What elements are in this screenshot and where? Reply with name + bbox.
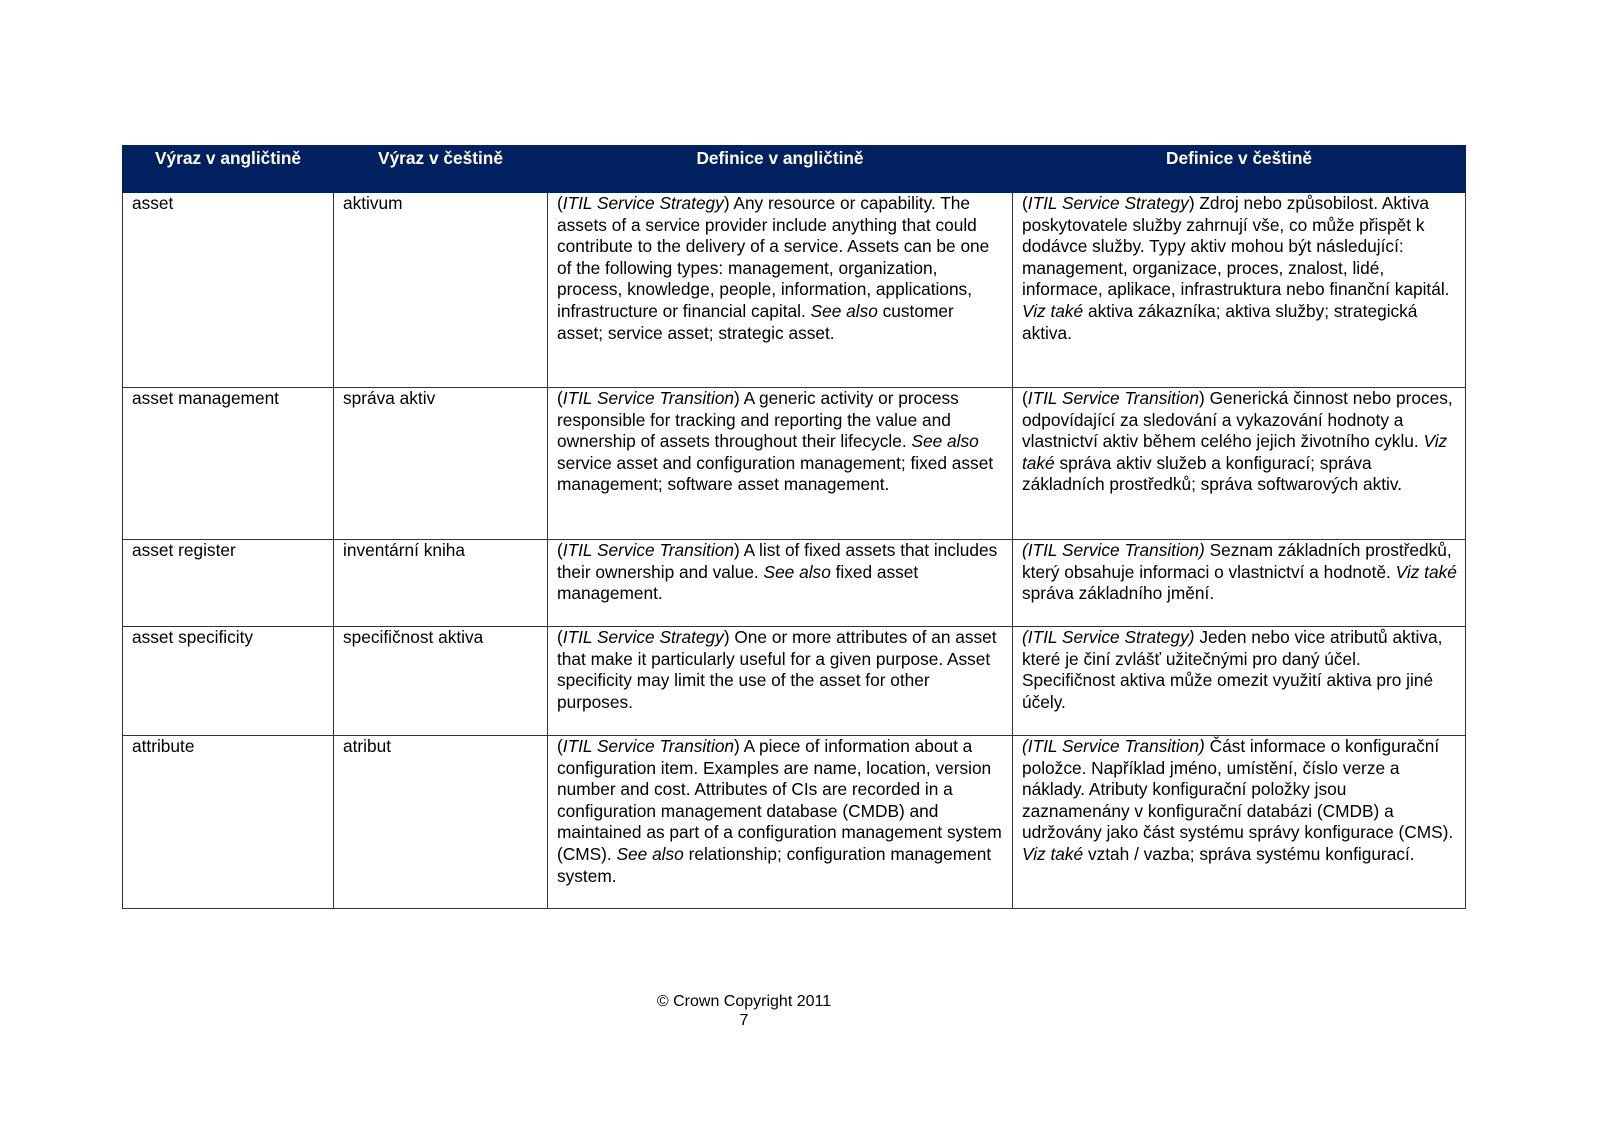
term-en: attribute (122, 735, 334, 909)
term-cz: inventární kniha (333, 539, 548, 627)
italic-segment: (ITIL Service Transition) (1022, 540, 1205, 560)
text-segment: ) A piece of information about a configu… (557, 736, 1002, 864)
italic-segment: ITIL Service Transition (1027, 388, 1200, 408)
italic-segment: See also (911, 431, 979, 452)
italic-segment: ITIL Service Transition (562, 388, 735, 408)
italic-segment: See also (810, 300, 878, 321)
italic-segment: Viz také (1022, 300, 1084, 321)
text-segment: ) A generic activity or process responsi… (557, 388, 959, 452)
text-segment: ( (557, 627, 563, 647)
table-row: asset aktivum (ITIL Service Strategy) Any … (122, 192, 1466, 388)
italic-segment: See also (763, 561, 831, 582)
table-row: asset specificity specifičnost aktiva (ITI… (122, 626, 1466, 736)
text-segment: ) A list of fixed assets that includes t… (557, 540, 998, 582)
text-segment: fixed asset management. (557, 561, 919, 604)
italic-segment: ITIL Service Strategy (562, 627, 724, 647)
definition-en: (ITIL Service Transition) A generic acti… (547, 387, 1013, 540)
definition-en: (ITIL Service Strategy) Any resource or … (547, 192, 1013, 388)
term-cz: specifičnost aktiva (333, 626, 548, 736)
italic-segment: ITIL Service Transition (562, 736, 735, 756)
copyright-notice: © Crown Copyright 2011 (656, 993, 832, 1010)
page-number: 7 (739, 1012, 749, 1029)
text-segment: service asset and configuration manageme… (557, 452, 994, 495)
definition-en: (ITIL Service Transition) A list of fixe… (547, 539, 1013, 627)
text-segment: ( (557, 736, 563, 756)
term-cz: atribut (333, 735, 548, 909)
term-cz: správa aktiv (333, 387, 548, 540)
text-segment: customer asset; service asset; strategic… (557, 300, 954, 343)
definition-cz: (ITIL Service Transition) Seznam základn… (1012, 539, 1466, 627)
text-segment: aktiva zákazníka; aktiva služby; strateg… (1022, 300, 1418, 343)
text-segment: ( (1022, 388, 1028, 408)
text-segment: ) One or more attributes of an asset tha… (557, 627, 997, 712)
table-row: asset register inventární kniha (ITIL Serv… (122, 539, 1466, 627)
italic-segment: Viz také (1022, 843, 1084, 864)
glossary-table: Výraz v angličtině Výraz v češtině Defin… (122, 145, 1466, 909)
text-segment: Část informace o konfigurační položce. N… (1022, 736, 1454, 843)
definition-cz: (ITIL Service Strategy) Jeden nebo vice … (1012, 626, 1466, 736)
header-definition-cz: Definice v češtině (1012, 145, 1466, 193)
text-segment: Seznam základních prostředků, který obsa… (1022, 540, 1452, 582)
italic-segment: (ITIL Service Strategy) (1022, 627, 1195, 647)
definition-cz: (ITIL Service Strategy) Zdroj nebo způso… (1012, 192, 1466, 388)
italic-segment: ITIL Service Strategy (1027, 193, 1189, 213)
text-segment: ) Any resource or capability. The assets… (557, 193, 990, 321)
italic-segment: Viz také (1022, 431, 1448, 473)
text-segment: správa základního jmění. (1022, 583, 1215, 604)
table-row: attribute atribut (ITIL Service Transition… (122, 735, 1466, 909)
italic-segment: Viz také (1395, 561, 1457, 582)
definition-en: (ITIL Service Strategy) One or more attr… (547, 626, 1013, 736)
definition-cz: (ITIL Service Transition) Část informace… (1012, 735, 1466, 909)
term-en: asset (122, 192, 334, 388)
header-term-cz: Výraz v češtině (333, 145, 548, 193)
text-segment: ( (1022, 193, 1028, 213)
text-segment: ( (557, 388, 563, 408)
italic-segment: ITIL Service Strategy (562, 193, 724, 213)
text-segment: ( (557, 193, 563, 213)
term-cz: aktivum (333, 192, 548, 388)
text-segment: ( (557, 540, 563, 560)
header-term-en: Výraz v angličtině (122, 145, 334, 193)
header-definition-en: Definice v angličtině (547, 145, 1013, 193)
text-segment: správa aktiv služeb a konfigurací; správ… (1022, 452, 1403, 495)
definition-en: (ITIL Service Transition) A piece of inf… (547, 735, 1013, 909)
table-row: asset management správa aktiv (ITIL Servic… (122, 387, 1466, 540)
text-segment: relationship; configuration management s… (557, 843, 992, 886)
term-en: asset management (122, 387, 334, 540)
italic-segment: See also (616, 843, 684, 864)
page-footer: © Crown Copyright 2011 7 (0, 992, 1488, 1030)
text-segment: ) Generická činnost nebo proces, odpovíd… (1022, 388, 1453, 452)
table-header-row: Výraz v angličtině Výraz v češtině Defin… (122, 145, 1466, 193)
text-segment: vztah / vazba; správa systému konfigurac… (1083, 843, 1415, 864)
term-en: asset register (122, 539, 334, 627)
definition-cz: (ITIL Service Transition) Generická činn… (1012, 387, 1466, 540)
text-segment: ) Zdroj nebo způsobilost. Aktiva poskyto… (1022, 193, 1450, 300)
italic-segment: (ITIL Service Transition) (1022, 736, 1205, 756)
term-en: asset specificity (122, 626, 334, 736)
text-segment: Jeden nebo vice atributů aktiva, které j… (1022, 627, 1443, 712)
italic-segment: ITIL Service Transition (562, 540, 735, 560)
